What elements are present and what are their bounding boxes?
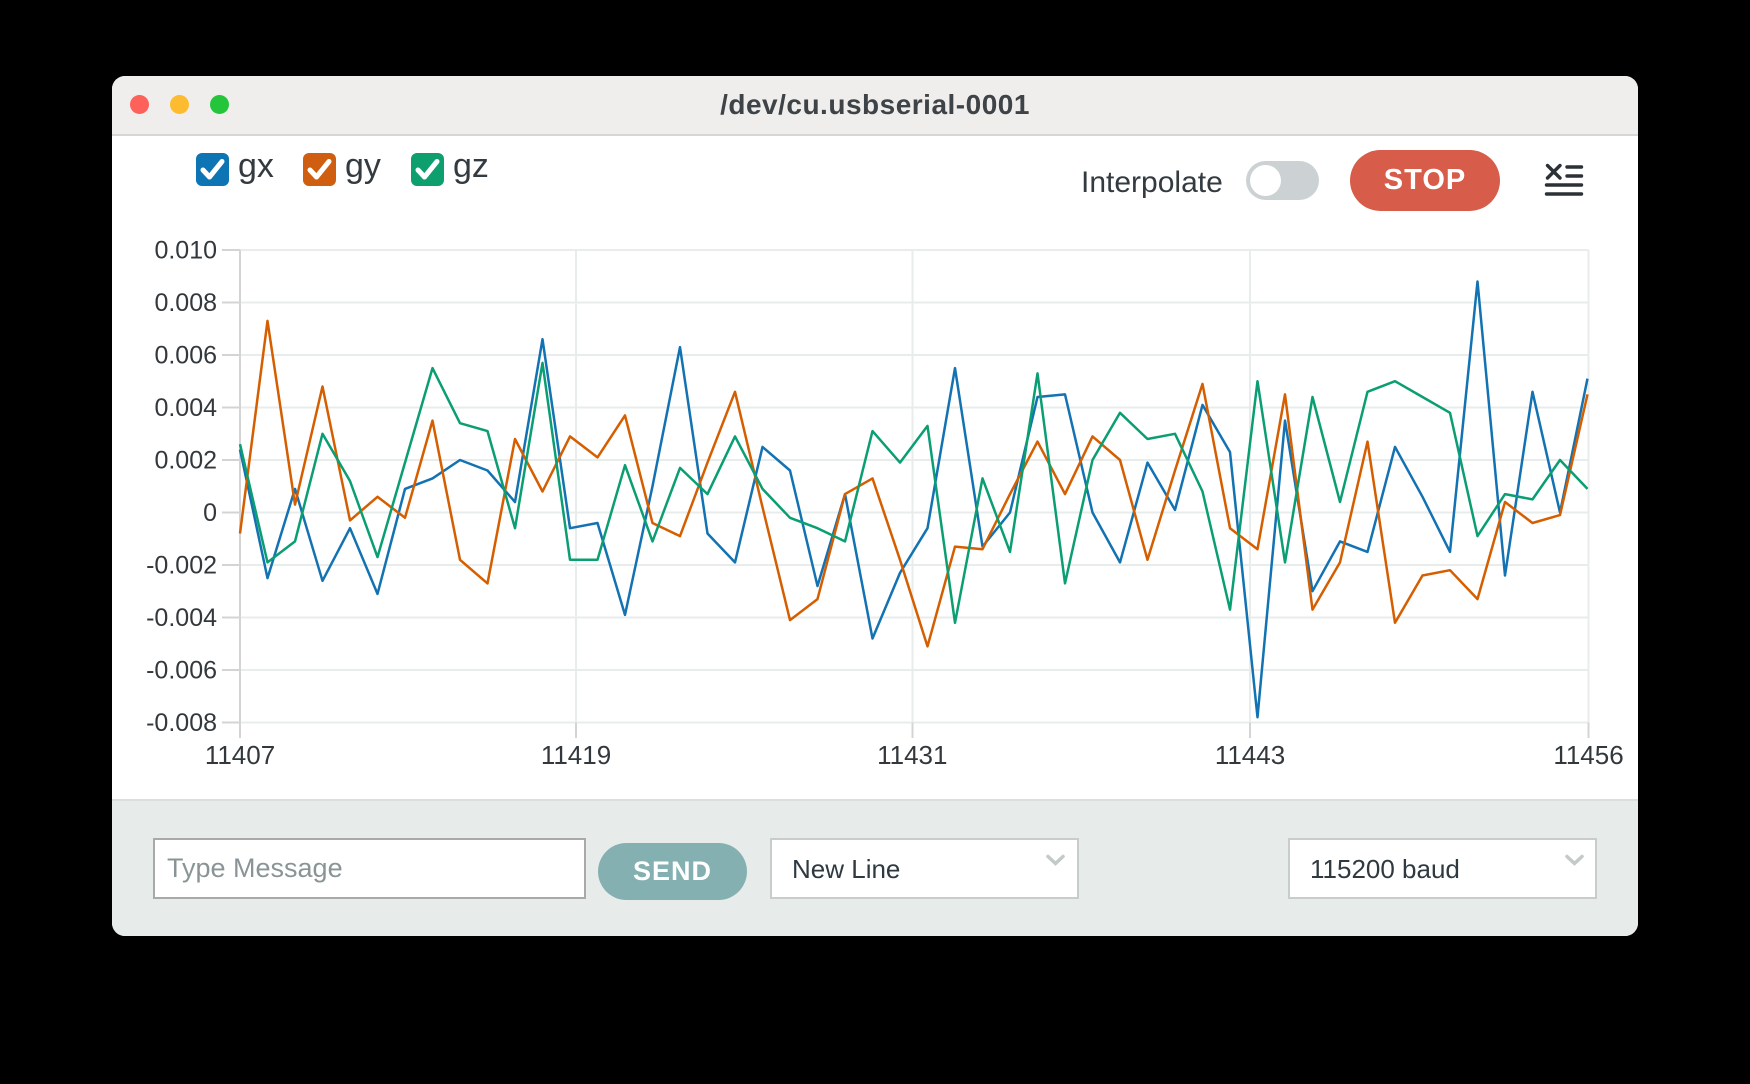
svg-text:11456: 11456 bbox=[1553, 740, 1623, 770]
svg-text:-0.004: -0.004 bbox=[146, 604, 217, 632]
svg-text:0: 0 bbox=[203, 499, 217, 527]
svg-text:11419: 11419 bbox=[541, 740, 611, 770]
svg-text:11407: 11407 bbox=[205, 740, 275, 770]
svg-text:0.004: 0.004 bbox=[154, 394, 217, 422]
svg-text:11431: 11431 bbox=[877, 740, 947, 770]
svg-text:-0.006: -0.006 bbox=[146, 657, 217, 685]
svg-text:11443: 11443 bbox=[1215, 740, 1285, 770]
svg-text:0.006: 0.006 bbox=[154, 342, 217, 370]
svg-text:0.002: 0.002 bbox=[154, 447, 217, 475]
svg-text:-0.002: -0.002 bbox=[146, 552, 217, 580]
svg-text:0.008: 0.008 bbox=[154, 289, 217, 317]
svg-text:0.010: 0.010 bbox=[154, 237, 217, 265]
svg-text:-0.008: -0.008 bbox=[146, 709, 217, 737]
